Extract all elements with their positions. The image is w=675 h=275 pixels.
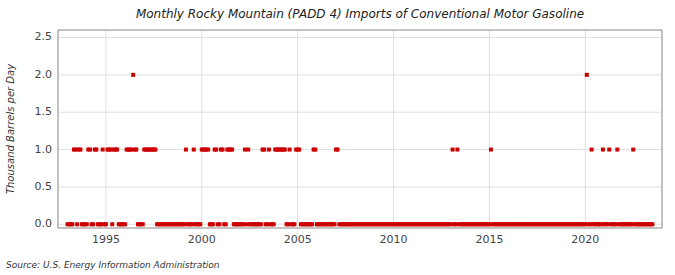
plot-area xyxy=(58,30,662,228)
x-grid-line xyxy=(489,30,490,228)
scatter-point xyxy=(230,148,234,152)
scatter-point xyxy=(110,222,114,226)
y-tick-label: 0.0 xyxy=(35,217,53,230)
scatter-point xyxy=(206,148,210,152)
y-axis-label: Thousand Barrels per Day xyxy=(5,63,16,194)
scatter-point xyxy=(131,73,135,77)
scatter-point xyxy=(192,148,196,152)
scatter-point xyxy=(94,148,98,152)
scatter-point xyxy=(451,148,455,152)
scatter-point xyxy=(607,148,611,152)
scatter-point xyxy=(262,148,266,152)
scatter-point xyxy=(123,222,127,226)
scatter-point xyxy=(590,148,594,152)
scatter-point xyxy=(85,222,89,226)
x-grid-line xyxy=(297,30,298,228)
scatter-point xyxy=(310,222,314,226)
scatter-point xyxy=(272,222,276,226)
chart-svg: 0.0 0.5 1.0 1.5 2.0 2.5 1995 2000 2005 2010 2015 20… xyxy=(0,0,675,275)
chart-title: Monthly Rocky Mountain (PADD 4) Imports … xyxy=(136,7,584,21)
scatter-point xyxy=(601,148,605,152)
scatter-point xyxy=(224,222,228,226)
source-note: Source: U.S. Energy Information Administ… xyxy=(6,260,220,270)
scatter-point xyxy=(91,222,95,226)
scatter-point xyxy=(489,148,493,152)
scatter-point xyxy=(115,148,119,152)
y-grid-line xyxy=(58,186,662,187)
points xyxy=(66,73,655,226)
scatter-point xyxy=(297,148,301,152)
x-grid-line xyxy=(585,30,586,228)
scatter-point xyxy=(101,148,105,152)
y-tick-label: 0.5 xyxy=(35,180,53,193)
scatter-point xyxy=(313,148,317,152)
x-grid-line xyxy=(105,30,106,228)
scatter-point xyxy=(615,148,619,152)
x-tick-label: 2020 xyxy=(571,233,599,246)
scatter-point xyxy=(259,222,263,226)
scatter-point xyxy=(221,148,225,152)
scatter-point xyxy=(153,148,157,152)
x-grid-line xyxy=(393,30,394,228)
scatter-point xyxy=(104,222,108,226)
scatter-point xyxy=(70,222,74,226)
tick-labels: 0.0 0.5 1.0 1.5 2.0 2.5 1995 2000 2005 2010 2015 20… xyxy=(35,30,600,246)
x-tick-label: 2010 xyxy=(380,233,408,246)
scatter-point xyxy=(75,222,79,226)
scatter-point xyxy=(455,148,459,152)
scatter-point xyxy=(267,148,271,152)
scatter-point xyxy=(88,148,92,152)
chart-container: 0.0 0.5 1.0 1.5 2.0 2.5 1995 2000 2005 2010 2015 20… xyxy=(0,0,675,275)
y-tick-label: 2.5 xyxy=(35,30,53,43)
scatter-point xyxy=(184,148,188,152)
x-tick-label: 2015 xyxy=(475,233,503,246)
scatter-point xyxy=(631,148,635,152)
x-tick-label: 2005 xyxy=(284,233,312,246)
y-tick-label: 1.0 xyxy=(35,143,53,156)
scatter-point xyxy=(198,222,202,226)
scatter-point xyxy=(336,148,340,152)
scatter-point xyxy=(585,73,589,77)
x-grid-line xyxy=(201,30,202,228)
scatter-point xyxy=(78,148,82,152)
scatter-point xyxy=(214,148,218,152)
plot-frame xyxy=(58,30,662,228)
scatter-point xyxy=(134,148,138,152)
x-tick-label: 1995 xyxy=(92,233,120,246)
scatter-point xyxy=(288,148,292,152)
grid xyxy=(58,30,662,228)
y-grid-line xyxy=(58,112,662,113)
scatter-point xyxy=(217,222,221,226)
y-tick-label: 1.5 xyxy=(35,105,53,118)
y-grid-line xyxy=(58,74,662,75)
scatter-point xyxy=(650,222,654,226)
scatter-point xyxy=(141,222,145,226)
y-grid-line xyxy=(58,37,662,38)
x-tick-label: 2000 xyxy=(188,233,216,246)
scatter-point xyxy=(246,148,250,152)
scatter-point xyxy=(332,222,336,226)
scatter-point xyxy=(283,148,287,152)
scatter-point xyxy=(292,222,296,226)
scatter-point xyxy=(211,222,215,226)
y-tick-label: 2.0 xyxy=(35,68,53,81)
